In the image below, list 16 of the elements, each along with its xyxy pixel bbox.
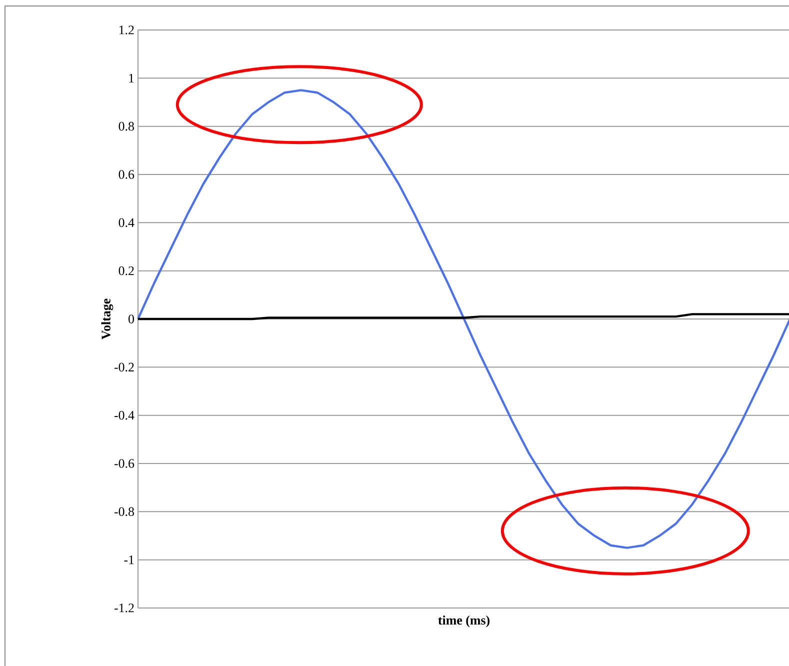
y-tick-label: -0.4 [114,410,134,420]
y-tick-label: -0.6 [114,459,134,468]
y-tick-label: -1 [124,556,134,564]
x-axis-title: time (ms) [438,616,490,628]
y-tick-label: 0.4 [118,218,134,228]
y-tick-label: 0.2 [118,266,134,276]
y-tick-label: 0 [128,314,134,324]
y-tick-label: 0.6 [118,170,134,179]
y-axis-title: Voltage [101,298,114,340]
line-series [136,89,789,549]
y-tick-label: 1 [129,74,134,82]
y-tick-label: -0.8 [114,507,134,516]
y-tick-label: -0.2 [114,362,134,372]
y-tick-label: -1.2 [114,604,134,612]
y-tick-label: 1.2 [119,26,134,34]
y-tick-label: 0.8 [118,122,134,131]
